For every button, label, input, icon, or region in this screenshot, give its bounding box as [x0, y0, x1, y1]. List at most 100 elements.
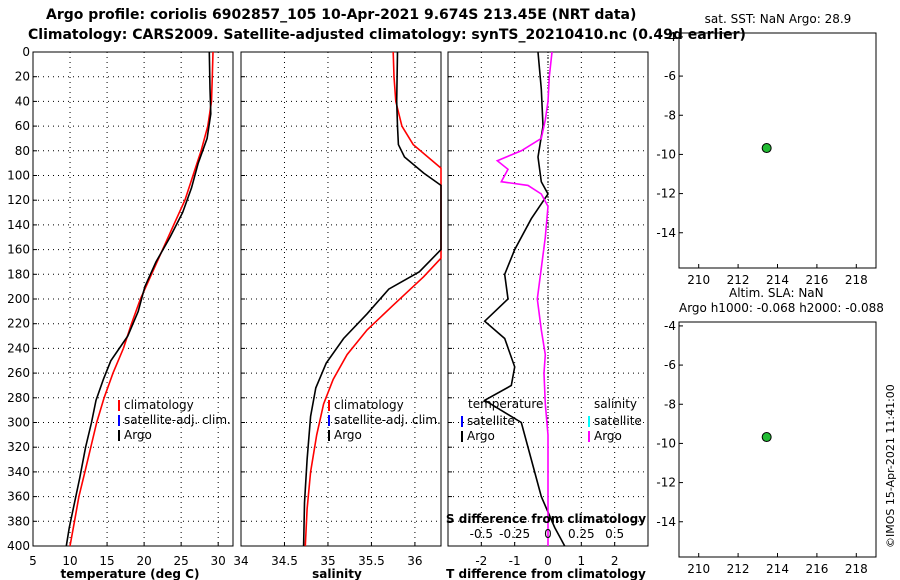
lon-tick-label: 216 — [805, 562, 828, 576]
depth-tick-label: 0 — [22, 45, 30, 59]
sla-panel-title-1: Altim. SLA: NaN — [729, 286, 824, 300]
legend-label-temp-satellite: satellite — [467, 414, 515, 428]
temperature-difference-tick-label: 0 — [544, 554, 552, 568]
temperature-tick-label: 5 — [29, 554, 37, 568]
legend-label-climatology: climatology — [334, 398, 404, 412]
lat-tick-label: -14 — [656, 515, 676, 529]
lon-tick-label: 216 — [805, 273, 828, 287]
temperature-tick-label: 20 — [136, 554, 151, 568]
salinity-legend: climatology satellite-adj. clim. Argo — [328, 398, 441, 442]
float-position-marker — [761, 432, 772, 443]
series-climatology — [304, 51, 442, 547]
depth-tick-label: 340 — [7, 465, 30, 479]
temperature-panel: 0 20 40 60 80 100 120 140 160 180 200 220 240 260 280 3… — [7, 45, 234, 568]
sst-position-panel: -4 -6 -8 -10 -12 -14 210 212 214 216 218 — [656, 30, 877, 287]
depth-tick-label: 200 — [7, 292, 30, 306]
title-line-1: Argo profile: coriolis 6902857_105 10-Ap… — [46, 7, 636, 23]
lat-tick-label: -6 — [664, 69, 676, 83]
depth-tick-label: 40 — [15, 94, 30, 108]
lon-tick-label: 214 — [766, 562, 789, 576]
legend-label-climatology: climatology — [124, 398, 194, 412]
legend-label-argo: Argo — [124, 428, 152, 442]
lat-tick-label: -4 — [664, 30, 676, 44]
salinity-axis-label: salinity — [312, 567, 362, 580]
depth-tick-label: 280 — [7, 391, 30, 405]
salinity-difference-axis-label: S difference from climatology — [446, 512, 646, 526]
depth-tick-label: 140 — [7, 218, 30, 232]
series-climatology — [69, 51, 214, 547]
depth-tick-label: 260 — [7, 366, 30, 380]
temperature-axis-label: temperature (deg C) — [61, 567, 200, 580]
series-argo-salinity-difference — [495, 51, 553, 546]
salinity-difference-tick-label: -0.25 — [499, 527, 530, 541]
temperature-difference-tick-label: -1 — [509, 554, 521, 568]
sla-position-panel: -4 -6 -8 -10 -12 -14 210 212 214 216 218 — [656, 319, 877, 576]
legend-title-salinity: salinity — [594, 397, 637, 411]
lon-tick-label: 212 — [727, 562, 750, 576]
salinity-tick-label: 34 — [233, 554, 248, 568]
sla-panel-title-2: Argo h1000: -0.068 h2000: -0.088 — [679, 301, 884, 315]
depth-tick-label: 380 — [7, 514, 30, 528]
temperature-tick-label: 10 — [62, 554, 77, 568]
legend-label-satellite: satellite-adj. clim. — [124, 413, 231, 427]
series-argo — [65, 51, 212, 547]
salinity-panel: 34 34.5 35 35.5 36 — [233, 51, 442, 568]
temperature-difference-tick-label: 1 — [578, 554, 586, 568]
salinity-difference-tick-label: -0.5 — [470, 527, 493, 541]
salinity-tick-label: 36 — [407, 554, 422, 568]
title-line-2: Climatology: CARS2009. Satellite-adjuste… — [28, 27, 746, 43]
legend-label-temp-argo: Argo — [467, 429, 495, 443]
lat-tick-label: -6 — [664, 358, 676, 372]
lat-tick-label: -4 — [664, 319, 676, 333]
series-argo — [302, 51, 442, 547]
temperature-difference-tick-label: 2 — [611, 554, 619, 568]
depth-tick-label: 160 — [7, 243, 30, 257]
salinity-tick-label: 35.5 — [358, 554, 385, 568]
depth-tick-label: 100 — [7, 169, 30, 183]
lat-tick-label: -12 — [656, 476, 676, 490]
depth-tick-label: 120 — [7, 193, 30, 207]
depth-tick-label: 220 — [7, 317, 30, 331]
depth-tick-label: 80 — [15, 144, 30, 158]
salinity-tick-label: 34.5 — [271, 554, 298, 568]
lat-tick-label: -10 — [656, 147, 676, 161]
panel-frame — [678, 321, 877, 558]
depth-tick-label: 300 — [7, 416, 30, 430]
lon-tick-label: 210 — [687, 273, 710, 287]
temperature-tick-label: 30 — [211, 554, 226, 568]
lon-tick-label: 214 — [766, 273, 789, 287]
lon-tick-label: 218 — [845, 273, 868, 287]
salinity-difference-tick-label: 0.25 — [568, 527, 595, 541]
legend-label-sal-satellite: satellite — [594, 414, 642, 428]
salinity-difference-tick-label: 0 — [544, 527, 552, 541]
series-argo-temperature-difference — [483, 51, 566, 547]
difference-axis-label: T difference from climatology — [446, 567, 646, 580]
float-position-marker — [761, 143, 772, 154]
salinity-difference-tick-label: 0.5 — [605, 527, 624, 541]
depth-tick-label: 60 — [15, 119, 30, 133]
lon-tick-label: 218 — [845, 562, 868, 576]
lat-tick-label: -14 — [656, 226, 676, 240]
legend-label-satellite: satellite-adj. clim. — [334, 413, 441, 427]
depth-tick-label: 360 — [7, 490, 30, 504]
legend-title-temperature: temperature — [468, 397, 543, 411]
temperature-difference-tick-label: -2 — [475, 554, 487, 568]
depth-tick-label: 400 — [7, 539, 30, 553]
temperature-legend: climatology satellite-adj. clim. Argo — [118, 398, 231, 442]
difference-legend: temperature satellite Argo salinity sate… — [461, 397, 642, 443]
legend-label-sal-argo: Argo — [594, 429, 622, 443]
lat-tick-label: -8 — [664, 397, 676, 411]
panel-frame — [678, 32, 877, 269]
imos-timestamp: ©IMOS 15-Apr-2021 11:41:00 — [884, 384, 897, 548]
lat-tick-label: -8 — [664, 108, 676, 122]
temperature-tick-label: 25 — [174, 554, 189, 568]
salinity-tick-label: 35 — [320, 554, 335, 568]
temperature-tick-label: 15 — [99, 554, 114, 568]
depth-tick-label: 180 — [7, 267, 30, 281]
legend-label-argo: Argo — [334, 428, 362, 442]
sst-panel-title: sat. SST: NaN Argo: 28.9 — [705, 12, 852, 26]
depth-tick-label: 20 — [15, 70, 30, 84]
depth-tick-label: 240 — [7, 341, 30, 355]
lat-tick-label: -10 — [656, 436, 676, 450]
